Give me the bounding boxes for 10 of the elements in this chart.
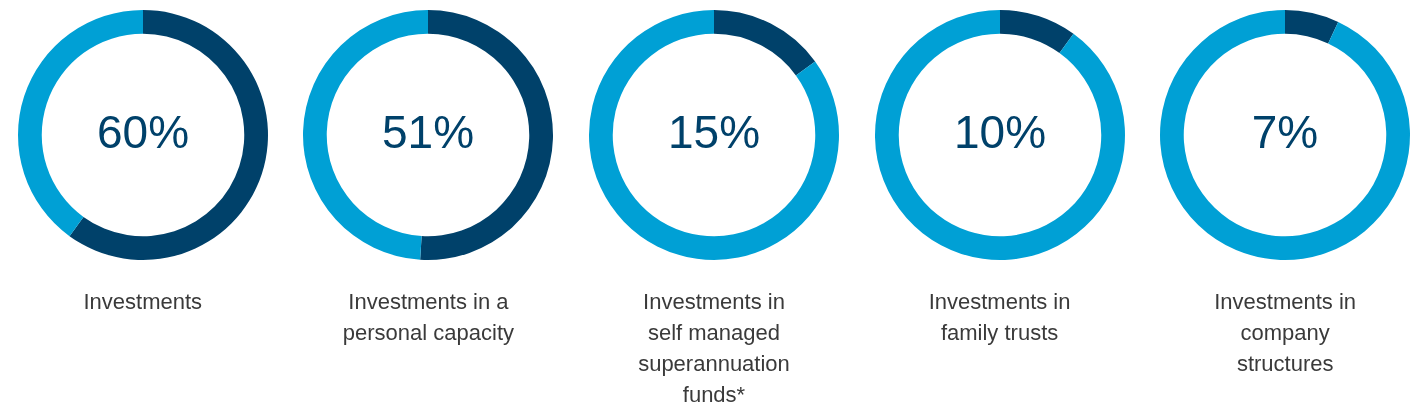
text: Investments in company structures [1213,288,1358,378]
data-label: 7% [1251,105,1319,158]
text: Investments [82,288,204,316]
text: Investments in a personal capacity [341,288,515,347]
data-label: 51% [382,105,475,158]
data-label: 10% [953,105,1046,158]
text: Investments in self managed superannuation funds* [637,288,791,409]
data-label: 15% [667,105,761,158]
text: Investments in family trusts [927,288,1072,347]
data-label: 60% [96,105,189,158]
